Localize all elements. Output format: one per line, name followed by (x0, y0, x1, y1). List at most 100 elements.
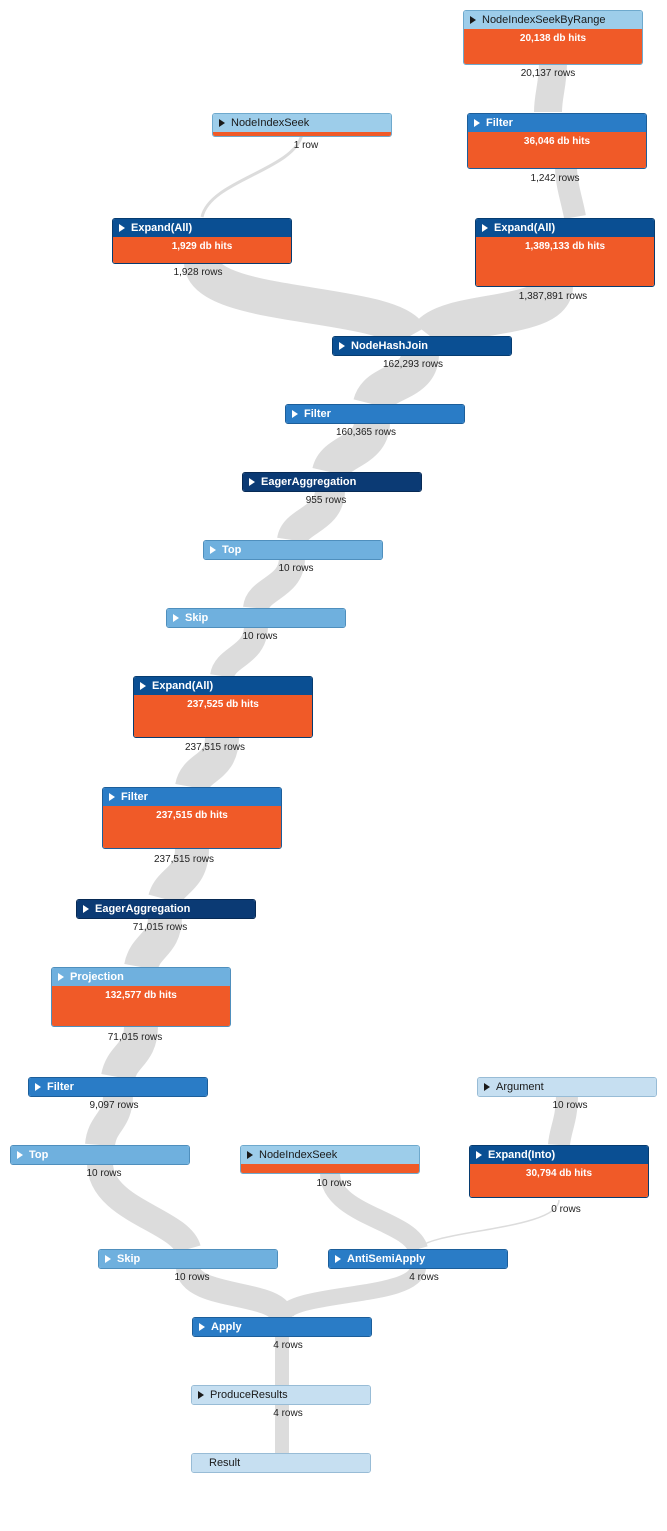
operator-header: AntiSemiApply (329, 1250, 507, 1268)
db-hits-bar: 20,138 db hits (464, 29, 642, 64)
operator-header: Skip (167, 609, 345, 627)
operator-apply[interactable]: Apply (192, 1317, 372, 1337)
db-hits-bar (213, 132, 391, 136)
row-count: 10 rows (316, 1178, 352, 1189)
expand-triangle-icon (105, 1255, 111, 1263)
row-count: 10 rows (242, 631, 278, 642)
expand-triangle-icon (247, 1151, 253, 1159)
expand-triangle-icon (476, 1151, 482, 1159)
row-count: 4 rows (273, 1408, 303, 1419)
expand-triangle-icon (173, 614, 179, 622)
operator-label: Expand(All) (152, 680, 214, 692)
operator-label: Result (209, 1457, 241, 1469)
operator-node-index-seek[interactable]: NodeIndexSeek (240, 1145, 420, 1174)
operator-produce-results[interactable]: ProduceResults (191, 1385, 371, 1405)
expand-triangle-icon (335, 1255, 341, 1263)
operator-node-index-seek-by-range[interactable]: NodeIndexSeekByRange 20,138 db hits (463, 10, 643, 65)
operator-header: Expand(All) (476, 219, 654, 237)
flow-eager2-to-projection (124, 915, 182, 972)
operator-projection[interactable]: Projection 132,577 db hits (51, 967, 231, 1027)
operator-label: Filter (486, 117, 513, 129)
operator-label: Expand(Into) (488, 1149, 556, 1161)
expand-triangle-icon (470, 16, 476, 24)
operator-header: ProduceResults (192, 1386, 370, 1404)
operator-label: NodeIndexSeek (259, 1149, 338, 1161)
row-count: 4 rows (409, 1272, 439, 1283)
operator-eager-aggregation[interactable]: EagerAggregation (242, 472, 422, 492)
flow-filter-to-eager2 (148, 847, 209, 906)
row-count: 0 rows (551, 1204, 581, 1215)
operator-label: Projection (70, 971, 124, 983)
operator-header: Expand(Into) (470, 1146, 648, 1164)
flow-skip-to-expand (210, 624, 268, 680)
flow-hashjoin-to-filter (353, 351, 439, 412)
db-hits-bar: 30,794 db hits (470, 1164, 648, 1197)
operator-eager-aggregation[interactable]: EagerAggregation (76, 899, 256, 919)
row-count: 10 rows (174, 1272, 210, 1283)
operator-label: Argument (496, 1081, 544, 1093)
operator-filter[interactable]: Filter (285, 404, 465, 424)
row-count: 955 rows (305, 495, 347, 506)
flow-eager-to-top (277, 488, 345, 545)
expand-triangle-icon (198, 1391, 204, 1399)
row-count: 1,928 rows (173, 267, 223, 278)
operator-expand-into[interactable]: Expand(Into) 30,794 db hits (469, 1145, 649, 1198)
operator-header: Skip (99, 1250, 277, 1268)
db-hits-bar: 1,929 db hits (113, 237, 291, 263)
operator-label: NodeIndexSeekByRange (482, 14, 606, 26)
expand-triangle-icon (109, 793, 115, 801)
expand-triangle-icon (482, 224, 488, 232)
operator-label: NodeHashJoin (351, 340, 429, 352)
operator-header: NodeIndexSeekByRange (464, 11, 642, 29)
expand-triangle-icon (199, 1323, 205, 1331)
operator-argument[interactable]: Argument (477, 1077, 657, 1097)
operator-filter[interactable]: Filter 36,046 db hits (467, 113, 647, 169)
row-count: 237,515 rows (184, 742, 246, 753)
operator-skip[interactable]: Skip (98, 1249, 278, 1269)
operator-header: Apply (193, 1318, 371, 1336)
operator-label: EagerAggregation (261, 476, 357, 488)
flow-expandinto-to-antisemi (417, 1199, 560, 1250)
operator-anti-semi-apply[interactable]: AntiSemiApply (328, 1249, 508, 1269)
operator-top[interactable]: Top (10, 1145, 190, 1165)
db-hits-bar: 237,515 db hits (103, 806, 281, 848)
operator-label: Filter (304, 408, 331, 420)
operator-top[interactable]: Top (203, 540, 383, 560)
row-count: 162,293 rows (382, 359, 444, 370)
expand-triangle-icon (140, 682, 146, 690)
operator-expand-all[interactable]: Expand(All) 1,389,133 db hits (475, 218, 655, 287)
operator-expand-all[interactable]: Expand(All) 237,525 db hits (133, 676, 313, 738)
flow-projection-to-filter3 (101, 1024, 158, 1082)
operator-node-index-seek[interactable]: NodeIndexSeek (212, 113, 392, 137)
operator-result[interactable]: Result (191, 1453, 371, 1473)
operator-node-hash-join[interactable]: NodeHashJoin (332, 336, 512, 356)
flow-antisemi-to-apply (274, 1264, 426, 1322)
operator-filter[interactable]: Filter 237,515 db hits (102, 787, 282, 849)
row-count: 10 rows (86, 1168, 122, 1179)
expand-triangle-icon (219, 119, 225, 127)
row-count: 9,097 rows (89, 1100, 139, 1111)
operator-label: Apply (211, 1321, 242, 1333)
operator-label: ProduceResults (210, 1389, 288, 1401)
db-hits-bar: 36,046 db hits (468, 132, 646, 168)
operator-label: NodeIndexSeek (231, 117, 310, 129)
operator-filter[interactable]: Filter (28, 1077, 208, 1097)
db-hits-bar: 1,389,133 db hits (476, 237, 654, 286)
row-count: 1,242 rows (530, 173, 580, 184)
operator-expand-all[interactable]: Expand(All) 1,929 db hits (112, 218, 292, 264)
row-count: 1 row (293, 140, 319, 151)
flow-expand-right-to-hashjoin (414, 280, 573, 351)
flow-argument-to-expandinto (548, 1094, 578, 1147)
operator-skip[interactable]: Skip (166, 608, 346, 628)
expand-triangle-icon (292, 410, 298, 418)
operator-label: Expand(All) (494, 222, 556, 234)
row-count: 10 rows (278, 563, 314, 574)
operator-header: Result (192, 1454, 370, 1472)
expand-triangle-icon (83, 905, 89, 913)
flow-filter3-to-top2 (85, 1094, 133, 1148)
operator-header: NodeHashJoin (333, 337, 511, 355)
expand-triangle-icon (210, 546, 216, 554)
flow-seek-to-expand-left (200, 133, 304, 218)
flow-filter-to-eager (312, 419, 390, 479)
